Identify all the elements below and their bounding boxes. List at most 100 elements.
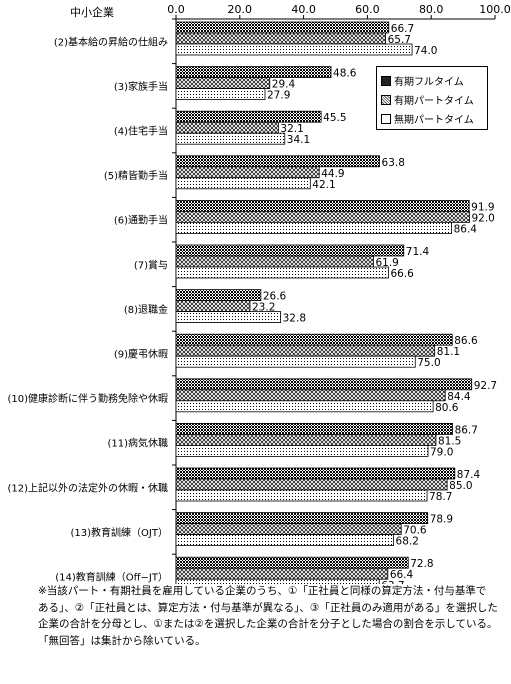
bar: [175, 244, 405, 257]
bar: [175, 199, 470, 212]
data-label: 65.7: [388, 34, 411, 46]
x-tick-label: 80.0: [419, 3, 444, 16]
data-label: 68.2: [396, 536, 419, 548]
x-tick-label: 20.0: [228, 3, 253, 16]
bar: [175, 578, 380, 584]
bar: [175, 132, 286, 145]
bar: [175, 166, 320, 179]
bar: [175, 66, 332, 78]
panel-label: 中小企業: [70, 5, 114, 19]
category-label: (9)慶弔休暇: [114, 348, 168, 361]
bar: [175, 523, 402, 535]
category-label: (4)住宅手当: [114, 125, 168, 138]
bar: [175, 43, 413, 56]
bar: [175, 389, 446, 402]
bar: [175, 478, 448, 491]
x-axis: 0.0 20.0 40.0 60.0 80.0 100.0: [167, 3, 511, 584]
footnote-line: ある」、②「正社員とは、算定方法・付与基準が異なる」、③「正社員のみ適用がある」…: [38, 601, 498, 614]
data-label: 66.6: [390, 268, 414, 280]
data-label: 92.0: [471, 212, 494, 224]
data-label: 42.1: [312, 179, 335, 191]
category-label: (14)教育訓練（Off−JT）: [55, 571, 168, 584]
bar: [175, 444, 429, 457]
data-label: 86.6: [454, 335, 478, 347]
category-label: (7)賞与: [134, 258, 168, 271]
legend-swatch-crosshatch: [381, 94, 391, 105]
bar: [175, 21, 390, 34]
bar: [175, 255, 374, 268]
data-label: 85.0: [449, 480, 472, 492]
data-label: 78.9: [430, 514, 453, 526]
bar: [175, 333, 453, 346]
legend-item-fixed-term-fulltime: 有期フルタイム: [381, 71, 483, 90]
data-label: 61.9: [375, 257, 398, 269]
data-label: 44.9: [321, 168, 344, 180]
data-label: 70.6: [403, 525, 427, 537]
category-label: (2)基本給の昇給の仕組み: [54, 35, 168, 48]
data-label: 81.1: [437, 346, 460, 358]
data-label: 34.1: [287, 134, 310, 146]
footnote-line: 「無回答」は集計から除いている。: [38, 634, 206, 647]
bar: [175, 110, 322, 123]
legend: 有期フルタイム 有期パートタイム 無期パートタイム: [376, 66, 488, 130]
bar: [175, 155, 380, 168]
bar: [175, 355, 416, 368]
data-label: 92.7: [474, 380, 497, 392]
data-label: 32.8: [283, 313, 306, 325]
data-label: 63.8: [382, 157, 405, 169]
bar: [175, 266, 389, 279]
data-label: 32.1: [280, 123, 303, 135]
legend-label: 無期パートタイム: [394, 115, 474, 126]
bar: [175, 344, 436, 357]
category-label: (5)精皆勤手当: [104, 169, 168, 182]
footnote-line: 企業の合計を分母とし、①または②を選択した企業の合計を分子とした場合の割合を示し…: [38, 618, 498, 630]
data-label: 79.0: [430, 446, 453, 458]
category-label: (13)教育訓練（OJT）: [71, 526, 168, 539]
legend-swatch-light-dots: [381, 113, 391, 124]
bar: [175, 177, 311, 190]
data-label: 48.6: [333, 68, 357, 80]
data-label: 81.5: [438, 435, 461, 447]
category-label: (10)健康診断に伴う勤務免除や休暇: [7, 392, 168, 405]
bar: [175, 311, 282, 324]
data-label: 66.7: [391, 23, 414, 35]
category-label: (6)通勤手当: [114, 214, 168, 227]
data-label: 71.4: [406, 246, 430, 258]
footnote-line: ※当該パート・有期社員を雇用している企業のうち、①「正社員と同様の算定方法・付与…: [38, 585, 487, 597]
footnote: ※当該パート・有期社員を雇用している企業のうち、①「正社員と同様の算定方法・付与…: [38, 583, 508, 649]
x-tick-label: 40.0: [291, 3, 316, 16]
data-label: 86.4: [454, 223, 478, 235]
data-label: 66.4: [390, 569, 414, 581]
bar: [175, 300, 251, 313]
bar-chart: 中小企業 0.0 20.0 40.0 60.0 80.0 100.0 (2)基本給の昇給の…: [7, 3, 511, 584]
data-label: 78.7: [429, 491, 452, 503]
bar: [175, 422, 453, 435]
bar: [175, 489, 428, 502]
bar: [175, 32, 386, 45]
category-label: (3)家族手当: [114, 80, 168, 93]
bar: [175, 221, 453, 234]
legend-label: 有期パートタイム: [394, 96, 474, 107]
bars: [175, 21, 473, 584]
bar: [175, 210, 470, 223]
bar: [175, 77, 271, 89]
bar: [175, 534, 394, 546]
bar: [175, 378, 473, 391]
data-label: 84.4: [447, 391, 471, 403]
data-label: 72.8: [410, 558, 433, 570]
data-label: 29.4: [272, 79, 296, 91]
data-label: 86.7: [455, 424, 478, 436]
data-label: 26.6: [263, 291, 287, 303]
bar: [175, 433, 437, 446]
data-label: 23.2: [252, 302, 275, 314]
data-label: 63.7: [381, 580, 404, 584]
x-tick-label: 100.0: [479, 3, 511, 16]
bar: [175, 289, 262, 302]
bar: [175, 567, 389, 580]
data-label: 74.0: [414, 45, 437, 57]
category-label: (11)病気休職: [107, 437, 168, 450]
category-labels: (2)基本給の昇給の仕組み (3)家族手当 (4)住宅手当 (5)精皆勤手当 (6)通勤…: [7, 18, 176, 584]
bar: [175, 121, 279, 134]
legend-swatch-dense-dots: [381, 75, 391, 86]
legend-item-indefinite-parttime: 無期パートタイム: [381, 109, 483, 128]
